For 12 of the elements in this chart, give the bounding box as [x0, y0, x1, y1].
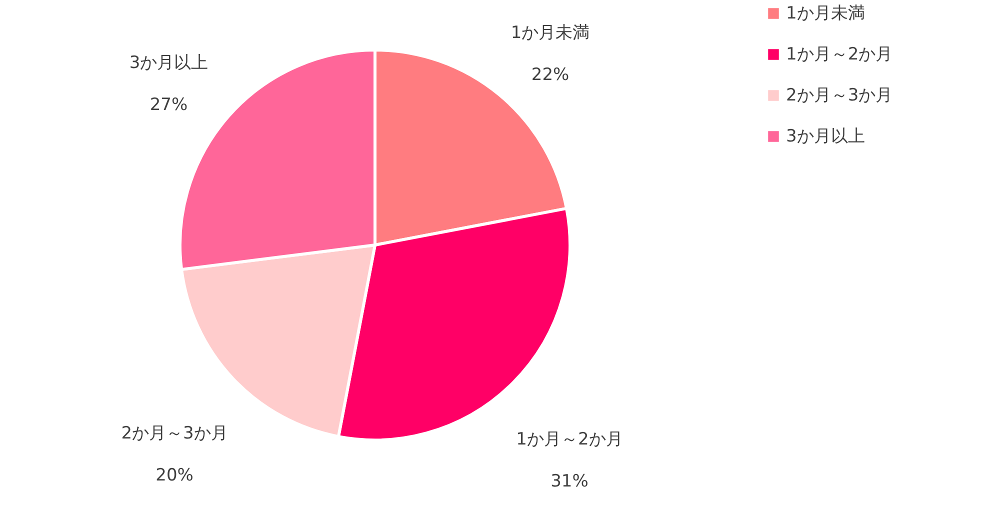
legend-label: 2か月～3か月 — [786, 86, 893, 106]
slice-label: 1か月未満 — [510, 23, 590, 44]
legend-label: 3か月以上 — [786, 126, 865, 146]
data-label: 20% — [156, 465, 194, 486]
data-label: 27% — [150, 95, 188, 116]
slice-label: 3か月以上 — [129, 53, 208, 74]
legend-label: 1か月～2か月 — [786, 44, 893, 64]
slice-label: 1か月～2か月 — [516, 429, 623, 450]
data-label: 31% — [550, 471, 588, 492]
legend-label: 1か月未満 — [786, 4, 865, 24]
slice-label: 2か月～3か月 — [121, 423, 228, 444]
data-label: 22% — [531, 65, 570, 86]
